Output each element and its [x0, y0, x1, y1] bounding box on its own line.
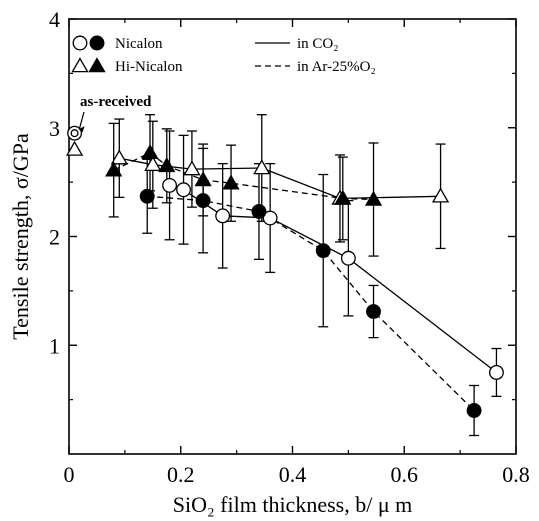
legend-label: Nicalon [115, 36, 163, 52]
x-tick-label: 0.2 [167, 462, 195, 487]
data-point [141, 143, 159, 160]
data-point-inner [70, 129, 79, 138]
data-point [364, 190, 383, 206]
legend-label: in CO₂ [297, 36, 338, 52]
data-point [162, 177, 178, 193]
x-tick-label: 0.4 [279, 462, 307, 487]
data-point [262, 210, 278, 226]
data-point [315, 243, 331, 259]
data-point [366, 304, 381, 319]
y-tick-label: 3 [49, 116, 60, 141]
data-point [71, 57, 89, 73]
y-tick-label: 2 [49, 225, 60, 250]
x-axis-label: SiO₂ film thickness, b/ μ m [173, 492, 412, 517]
legend: Nicalon Hi-Nicalon in CO₂ in Ar-25%O₂ [71, 35, 376, 75]
legend-label: in Ar-25%O₂ [297, 59, 376, 75]
data-point [105, 161, 123, 177]
data-point [431, 187, 450, 203]
annotation-arrowhead [78, 126, 85, 133]
data-point [215, 208, 231, 224]
data-point [222, 174, 240, 190]
data-point [488, 364, 504, 380]
data-point [110, 149, 128, 165]
data-point [176, 182, 191, 198]
data-point [72, 35, 88, 51]
data-point [334, 189, 352, 205]
x-tick-label: 0.6 [391, 462, 419, 487]
x-tick-label: 0.8 [502, 462, 530, 487]
data-point [251, 204, 267, 219]
data-point [158, 157, 176, 173]
data-point [194, 171, 212, 187]
annotation: as-received [78, 94, 152, 133]
y-axis-label: Tensile strength, σ/GPa [8, 133, 33, 340]
y-tick-label: 4 [49, 7, 60, 32]
x-tick-label: 0 [64, 462, 75, 487]
data-point [195, 193, 211, 209]
annotation-label: as-received [80, 94, 152, 110]
data-point [466, 403, 482, 418]
plot-frame [68, 18, 517, 455]
data-point [139, 188, 155, 204]
data-point [144, 155, 162, 172]
data-point [89, 35, 105, 51]
data-point [183, 160, 201, 176]
series-line [147, 195, 475, 411]
axes: 0 0.2 0.4 0.6 0.8 1 2 3 4 SiO₂ film thickness, b/… [8, 7, 530, 517]
data-point [88, 57, 106, 73]
markers [65, 125, 504, 418]
annotation-arrow [79, 111, 85, 129]
y-tick-label: 1 [49, 333, 60, 358]
legend-label: Hi-Nicalon [115, 59, 183, 75]
data-point [253, 159, 271, 175]
data-point [340, 250, 356, 266]
data-point [65, 140, 84, 156]
